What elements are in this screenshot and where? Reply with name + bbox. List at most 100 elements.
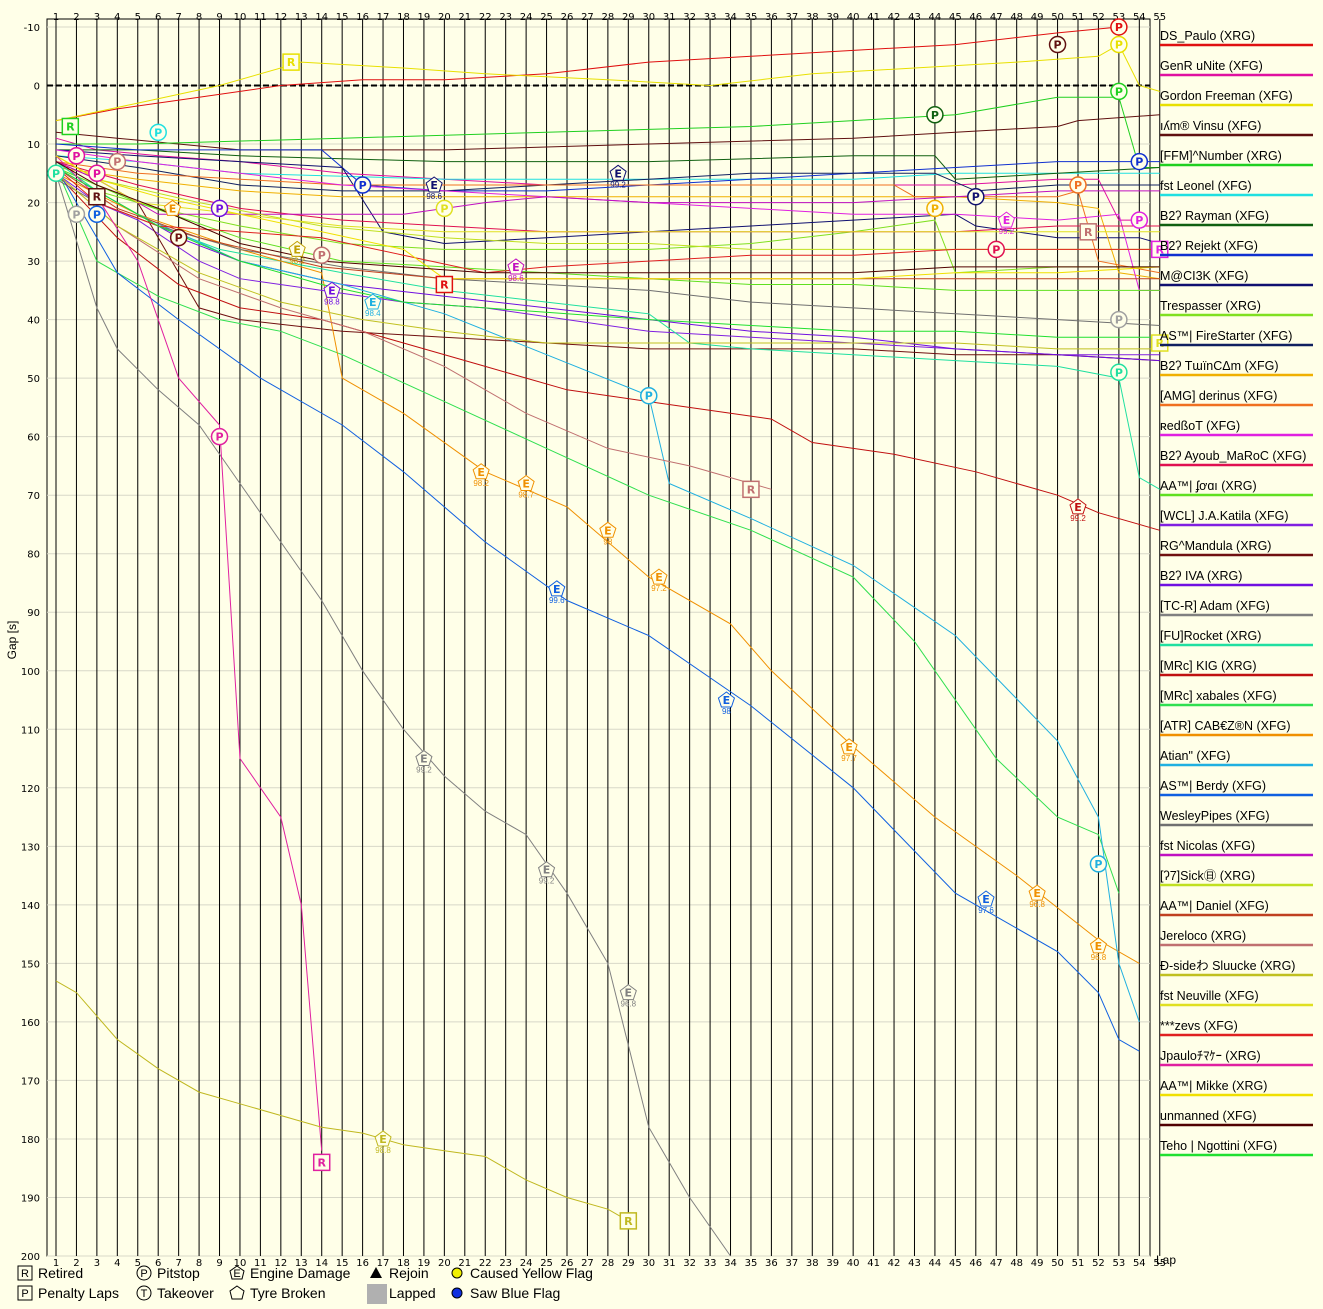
marker-letter: E — [655, 571, 663, 584]
x-tick-label: 43 — [908, 1258, 921, 1269]
legend-entry-2: Gordon Freeman (XFG) — [1160, 89, 1293, 103]
engine-damage-pentagon — [1028, 884, 1046, 901]
marker-value-label: 99.2 — [539, 877, 555, 886]
x-tick-label: 4 — [114, 1258, 120, 1269]
x-tick-label: 23 — [499, 1258, 512, 1269]
legend-entry-11: B2ʔ TɯïnCΔm (XFG) — [1160, 359, 1279, 373]
x-tick-label-top: 9 — [216, 12, 222, 23]
engine-damage-pentagon — [650, 568, 668, 585]
marker-letter: P — [1115, 366, 1123, 379]
x-tick-label: 42 — [888, 1258, 901, 1269]
x-tick-label-top: 51 — [1072, 12, 1085, 23]
marker-letter: P — [113, 156, 121, 169]
marker-P: P — [926, 106, 944, 124]
key-text: Saw Blue Flag — [470, 1285, 560, 1301]
key-item-4: E Engine Damage — [229, 1265, 351, 1281]
pitstop-circle — [1048, 35, 1067, 54]
marker-P: P — [926, 199, 944, 218]
marker-P: P — [640, 386, 658, 405]
marker-letter: P — [1115, 314, 1123, 327]
marker-letter: P — [1074, 179, 1082, 192]
legend-entry-4: [FFM]^Number (XRG) — [1160, 149, 1282, 163]
marker-value-label: 99.6 — [549, 596, 565, 605]
marker-value-label: 97.2 — [651, 584, 667, 593]
legend-entry-29: AA™| Daniel (XFG) — [1160, 899, 1269, 913]
x-tick-label: 31 — [663, 1258, 676, 1269]
marker-letter: E — [543, 864, 551, 877]
legend-entry-6: B2ʔ Rayman (XFG) — [1160, 209, 1269, 223]
x-tick-label-top: 48 — [1010, 12, 1023, 23]
x-tick-label: 33 — [704, 1258, 717, 1269]
marker-letter: P — [931, 202, 939, 215]
key-circle — [136, 1265, 152, 1281]
marker-R: R — [435, 275, 454, 294]
marker-P: P — [967, 187, 985, 206]
y-tick-label: 80 — [27, 550, 40, 561]
marker-letter: E — [982, 893, 990, 906]
marker-letter: R — [624, 1215, 633, 1228]
y-tick-label: -10 — [24, 23, 40, 34]
legend-entry-13: ʀedßoT (XFG) — [1160, 419, 1240, 433]
marker-P: P — [149, 123, 167, 142]
y-tick-label: 140 — [21, 901, 40, 912]
marker-letter: P — [215, 202, 223, 215]
engine-damage-pentagon — [609, 164, 627, 181]
marker-letter: P — [1115, 85, 1123, 98]
key-text: Rejoin — [389, 1265, 429, 1281]
marker-E: E99.2 — [997, 211, 1016, 236]
y-axis-label: Gap [s] — [5, 621, 19, 660]
marker-letter: P — [1115, 21, 1123, 34]
marker-E: E99.2 — [1069, 498, 1087, 523]
engine-damage-pentagon — [163, 199, 182, 216]
marker-value-label: 98.7 — [518, 490, 534, 499]
legend-entry-18: B2ʔ IVA (XRG) — [1160, 569, 1242, 583]
marker-letter: E — [553, 583, 561, 596]
key-item-2: P Pitstop — [136, 1265, 200, 1281]
key-text: Lapped — [389, 1285, 436, 1301]
pitstop-circle — [88, 205, 106, 224]
marker-value-label: 97.6 — [978, 906, 994, 915]
x-tick-label: 41 — [867, 1258, 880, 1269]
marker-E: E98.6 — [425, 176, 443, 201]
y-tick-label: 170 — [21, 1076, 40, 1087]
engine-damage-pentagon — [717, 691, 736, 708]
x-tick-label: 35 — [745, 1258, 758, 1269]
marker-E: E98.8 — [323, 281, 341, 306]
marker-value-label: 98.2 — [289, 256, 305, 265]
marker-P: P — [169, 228, 188, 247]
marker-E: E98.2 — [288, 240, 306, 265]
marker-P: P — [108, 152, 127, 171]
series-line-13 — [55, 149, 1160, 291]
marker-letter: E — [420, 753, 428, 766]
retired-box — [61, 117, 80, 136]
x-tick-label-top: 45 — [949, 12, 962, 23]
marker-letter: E — [328, 284, 336, 297]
key-triangle — [370, 1267, 382, 1278]
x-tick-label: 21 — [458, 1258, 471, 1269]
key-item-7: Lapped — [367, 1284, 436, 1304]
marker-E: E99.6 — [548, 580, 566, 605]
marker-letter: E — [430, 179, 438, 192]
legend-entry-27: fst Nicolas (XFG) — [1160, 839, 1255, 853]
marker-P: P — [210, 199, 229, 218]
marker-E: E98.4 — [364, 293, 382, 318]
marker-letter: E — [1003, 214, 1011, 227]
x-tick-label: 29 — [622, 1258, 635, 1269]
engine-damage-pentagon — [548, 580, 566, 597]
x-tick-label-top: 8 — [196, 12, 202, 23]
key-text: Engine Damage — [250, 1265, 351, 1281]
x-tick-label-top: 36 — [765, 12, 778, 23]
legend-entry-33: ***zevs (XFG) — [1160, 1019, 1238, 1033]
marker-value-label: 98.6 — [426, 192, 442, 201]
engine-damage-pentagon — [507, 258, 525, 275]
x-tick-label: 48 — [1010, 1258, 1023, 1269]
x-tick-label: 47 — [990, 1258, 1003, 1269]
marker-value-label: 99.2 — [999, 227, 1015, 236]
x-tick-label-top: 52 — [1092, 12, 1105, 23]
marker-R: R — [312, 1153, 331, 1172]
x-tick-label: 45 — [949, 1258, 962, 1269]
x-tick-label: 19 — [418, 1258, 431, 1269]
x-tick-label-top: 47 — [990, 12, 1003, 23]
x-tick-label-top: 31 — [663, 12, 676, 23]
